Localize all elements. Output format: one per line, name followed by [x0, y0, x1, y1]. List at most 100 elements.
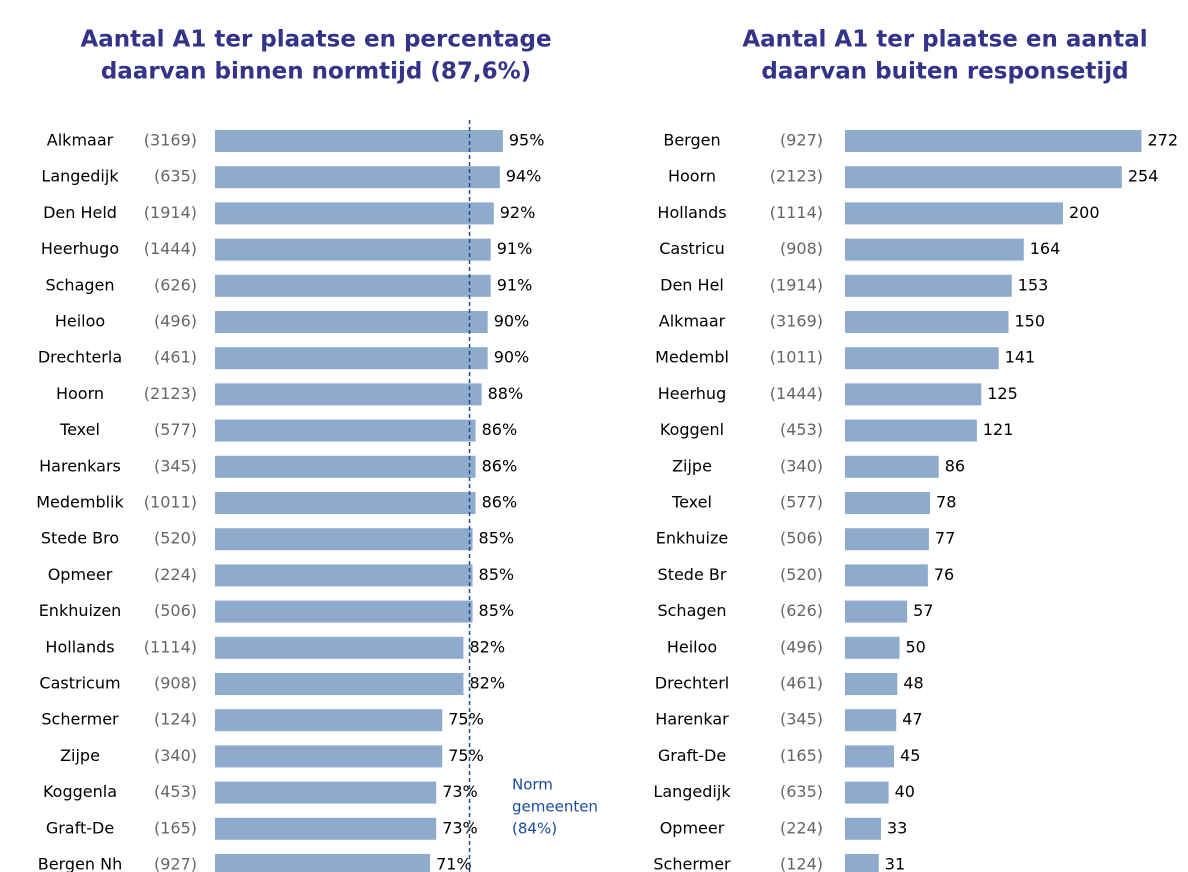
bar: [845, 564, 928, 587]
category-label: Texel: [671, 493, 712, 512]
count-label: (506): [154, 601, 197, 620]
bar: [845, 166, 1122, 189]
count-label: (1444): [770, 384, 823, 403]
category-label: Koggenla: [43, 782, 117, 801]
category-label: Zijpe: [672, 456, 712, 475]
bar: [215, 745, 443, 768]
category-label: Castricum: [39, 674, 120, 693]
count-label: (3169): [144, 131, 197, 150]
count-label: (927): [154, 855, 197, 872]
value-label: 82%: [469, 637, 505, 656]
value-label: 45: [900, 746, 920, 765]
value-label: 86%: [482, 493, 518, 512]
bar: [845, 673, 898, 695]
count-label: (496): [780, 637, 823, 656]
value-label: 50: [906, 637, 926, 656]
value-label: 94%: [506, 167, 542, 186]
count-label: (506): [780, 529, 823, 548]
bar: [845, 311, 1009, 333]
bar: [215, 166, 500, 189]
count-label: (1914): [144, 203, 197, 222]
value-label: 88%: [488, 384, 524, 403]
count-label: (2123): [770, 167, 823, 186]
bar: [215, 781, 437, 804]
count-label: (577): [154, 420, 197, 439]
category-label: Hollands: [45, 637, 114, 656]
category-label: Langedijk: [41, 167, 119, 186]
category-label: Heerhugo: [41, 239, 119, 258]
count-label: (1444): [144, 239, 197, 258]
count-label: (1914): [770, 275, 823, 294]
count-label: (461): [154, 348, 197, 367]
category-label: Bergen Nh: [38, 855, 122, 872]
count-label: (520): [780, 565, 823, 584]
bar: [215, 709, 443, 732]
category-label: Langedijk: [653, 782, 731, 801]
value-label: 272: [1147, 131, 1178, 150]
chart-title: daarvan buiten responsetijd: [761, 59, 1128, 85]
category-label: Medembl: [655, 348, 729, 367]
count-label: (635): [154, 167, 197, 186]
value-label: 75%: [448, 710, 484, 729]
count-label: (340): [154, 746, 197, 765]
value-label: 164: [1030, 239, 1061, 258]
value-label: 57: [913, 601, 933, 620]
bar: [845, 600, 908, 623]
value-label: 85%: [479, 565, 515, 584]
count-label: (345): [780, 710, 823, 729]
norm-annotation: (84%): [512, 820, 557, 838]
bar: [215, 636, 464, 659]
value-label: 78: [936, 493, 956, 512]
value-label: 92%: [500, 203, 536, 222]
value-label: 125: [987, 384, 1018, 403]
value-label: 85%: [479, 601, 515, 620]
bar: [215, 455, 476, 478]
bar: [845, 854, 879, 872]
value-label: 77: [935, 529, 955, 548]
bar: [845, 202, 1063, 225]
count-label: (1011): [770, 348, 823, 367]
count-label: (908): [780, 239, 823, 258]
count-label: (124): [154, 710, 197, 729]
count-label: (2123): [144, 384, 197, 403]
value-label: 200: [1069, 203, 1100, 222]
category-label: Enkhuizen: [39, 601, 122, 620]
bar: [845, 274, 1012, 297]
category-label: Hollands: [657, 203, 726, 222]
value-label: 71%: [436, 855, 472, 872]
value-label: 85%: [479, 529, 515, 548]
value-label: 48: [903, 674, 923, 693]
bar: [845, 636, 900, 659]
value-label: 254: [1128, 167, 1159, 186]
category-label: Hoorn: [668, 167, 716, 186]
count-label: (927): [780, 131, 823, 150]
category-label: Texel: [59, 420, 100, 439]
count-label: (908): [154, 674, 197, 693]
count-label: (626): [154, 275, 197, 294]
count-label: (340): [780, 456, 823, 475]
bar: [845, 238, 1024, 261]
category-label: Castricu: [659, 239, 725, 258]
bar: [215, 600, 473, 623]
category-label: Den Hel: [660, 275, 724, 294]
chart-title: Aantal A1 ter plaatse en aantal: [742, 27, 1147, 53]
category-label: Heerhug: [658, 384, 726, 403]
value-label: 33: [887, 818, 907, 837]
bar: [215, 383, 482, 406]
bar: [215, 130, 503, 152]
category-label: Harenkars: [39, 456, 121, 475]
category-label: Stede Br: [658, 565, 727, 584]
value-label: 47: [902, 710, 922, 729]
count-label: (165): [780, 746, 823, 765]
value-label: 75%: [448, 746, 484, 765]
category-label: Drechterl: [655, 674, 729, 693]
category-label: Bergen: [663, 131, 720, 150]
count-label: (453): [154, 782, 197, 801]
category-label: Stede Bro: [41, 529, 119, 548]
count-label: (124): [780, 855, 823, 872]
category-label: Drechterla: [38, 348, 122, 367]
bar: [845, 709, 897, 732]
value-label: 73%: [442, 818, 478, 837]
bar: [845, 492, 931, 514]
count-label: (224): [154, 565, 197, 584]
